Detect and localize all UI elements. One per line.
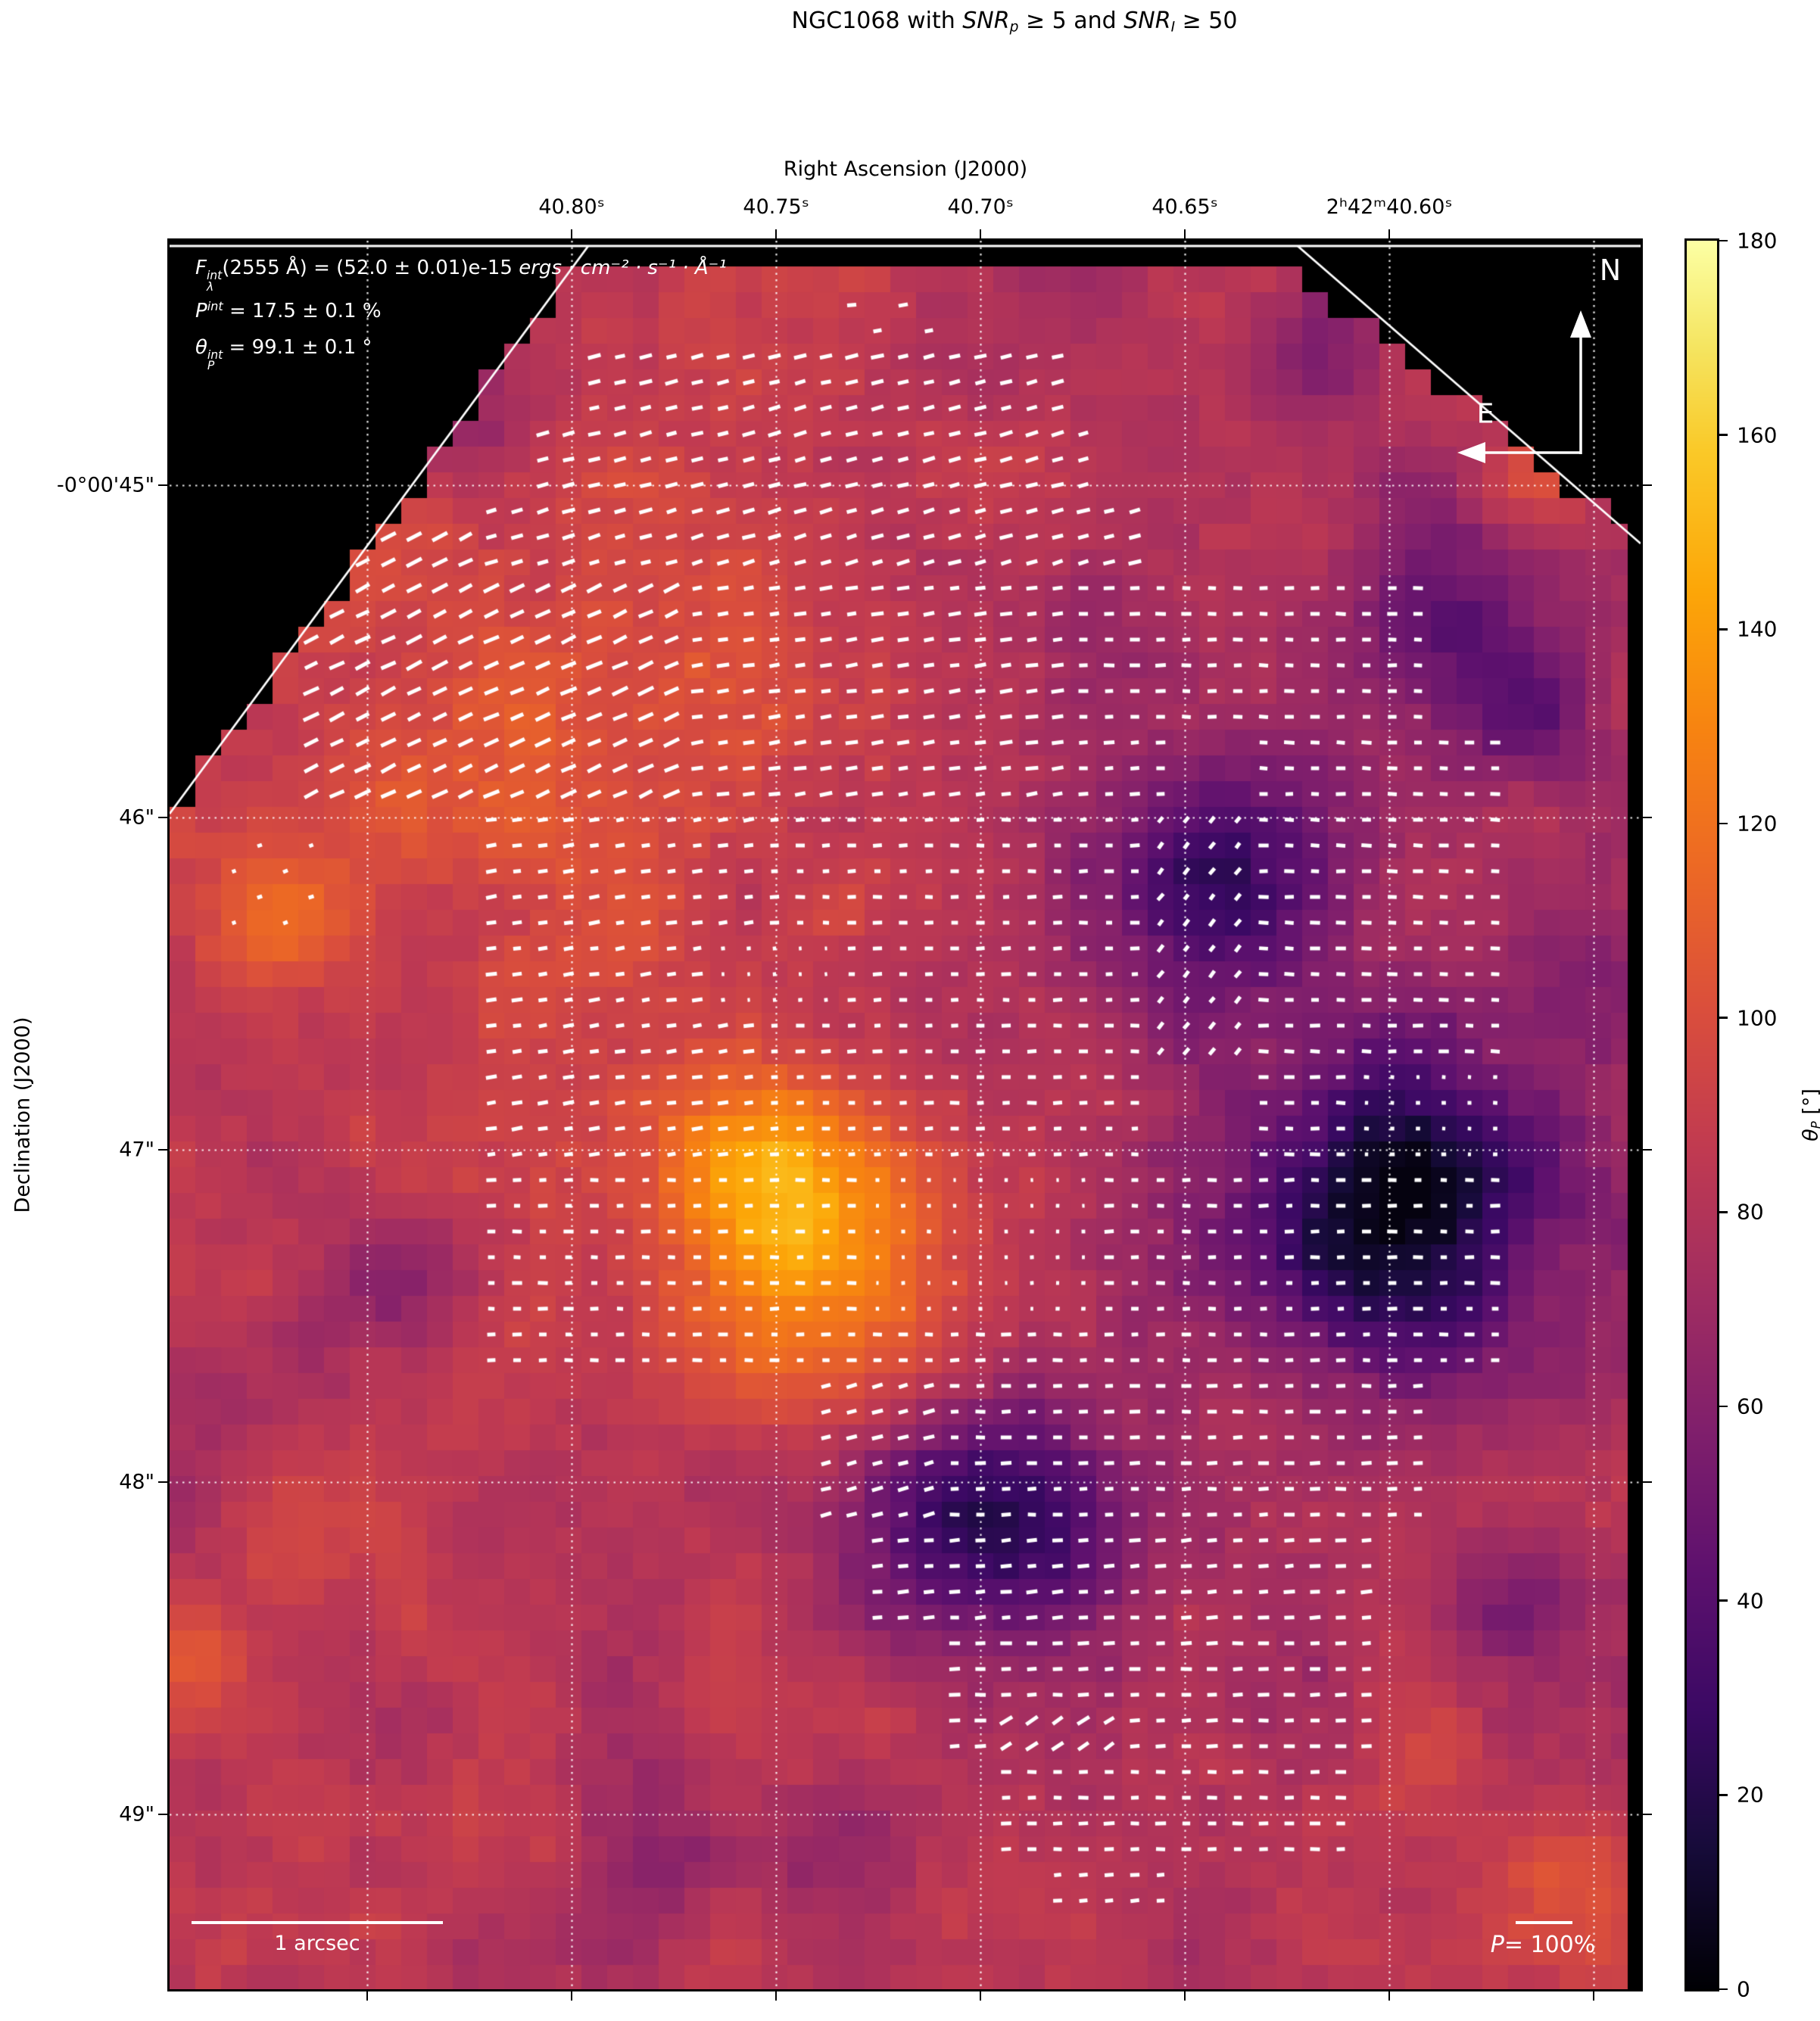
y-tick-right-4 (1641, 1813, 1652, 1816)
y-tick-3 (158, 1481, 170, 1484)
x-tick-4 (1388, 229, 1391, 241)
colorbar-tick-label-9: 180 (1737, 228, 1778, 254)
y-tick-4 (158, 1813, 170, 1816)
polarization-key-symbol: P (1490, 1932, 1504, 1958)
x-tick-label-0: 40.80ˢ (538, 195, 605, 219)
x-tick-label-4: 2ʰ42ᵐ40.60ˢ (1326, 195, 1453, 219)
title-text-2: ≥ 5 and (1018, 8, 1124, 34)
colorbar-tick-label-1: 20 (1737, 1782, 1764, 1808)
scalebar-label: 1 arcsec (274, 1932, 360, 1955)
colorbar-label-theta: θ (1800, 1129, 1820, 1141)
y-tick-right-0 (1641, 484, 1652, 487)
colorbar-tick-2 (1717, 1599, 1728, 1602)
y-tick-label-1: 46" (119, 805, 154, 830)
polarization-key-value: = 100% (1504, 1932, 1596, 1958)
colorbar-tick-3 (1717, 1405, 1728, 1408)
colorbar-tick-label-3: 60 (1737, 1394, 1764, 1419)
x-tick-0 (570, 229, 573, 241)
x-tick-bottom-2 (774, 1989, 778, 2001)
title-text: NGC1068 with (791, 8, 963, 34)
north-arrow-head (1570, 310, 1591, 338)
colorbar-tick-label-0: 0 (1737, 1976, 1750, 2002)
colorbar-tick-8 (1717, 434, 1728, 436)
colorbar-tick-6 (1717, 822, 1728, 825)
y-tick-label-4: 49" (119, 1802, 154, 1826)
y-tick-label-0: -0°00'45" (57, 473, 154, 497)
annotation-polarization-line: Pint = 17.5 ± 0.1 % (195, 293, 727, 329)
pol-value: = 17.5 ± 0.1 % (223, 299, 382, 322)
colorbar-tick-label-6: 120 (1737, 811, 1778, 836)
y-tick-2 (158, 1148, 170, 1151)
colorbar-tick-label-5: 100 (1737, 1005, 1778, 1031)
title-text-3: ≥ 50 (1175, 8, 1238, 34)
y-tick-label-3: 48" (119, 1470, 154, 1494)
x-tick-bottom-4 (1183, 1989, 1186, 2001)
y-tick-right-3 (1641, 1481, 1652, 1484)
colorbar-label-unit: [°] (1799, 1088, 1820, 1115)
y-tick-0 (158, 484, 170, 487)
title-snr-p: SNR (962, 8, 1010, 34)
colorbar-label: θP [°] (1800, 1088, 1820, 1141)
x-tick-label-3: 40.65ˢ (1152, 195, 1218, 219)
x-tick-2 (979, 229, 982, 241)
flux-units: ergs · cm⁻² · s⁻¹ · Å⁻¹ (519, 257, 727, 279)
angle-symbol: θ (195, 335, 207, 359)
x-tick-bottom-0 (366, 1989, 369, 2001)
colorbar-tick-label-8: 160 (1737, 422, 1778, 448)
colorbar-tick-label-2: 40 (1737, 1588, 1764, 1614)
compass-east-label: E (1476, 398, 1494, 430)
x-tick-bottom-1 (570, 1989, 573, 2001)
x-tick-bottom-3 (979, 1989, 982, 2001)
sky-map-heatmap (170, 241, 1641, 1989)
colorbar-tick-4 (1717, 1211, 1728, 1213)
y-axis-label: Declination (J2000) (11, 1017, 35, 1213)
x-tick-label-2: 40.70ˢ (947, 195, 1014, 219)
colorbar-tick-label-4: 80 (1737, 1199, 1764, 1225)
colorbar (1687, 241, 1717, 1989)
x-tick-3 (1183, 229, 1186, 241)
title-snr-i-sub: I (1170, 19, 1176, 36)
x-tick-bottom-6 (1592, 1989, 1595, 2001)
flux-value: (2555 Å) = (52.0 ± 0.01)e-15 (222, 257, 519, 279)
x-tick-label-1: 40.75ˢ (743, 195, 809, 219)
colorbar-tick-0 (1717, 1988, 1728, 1991)
angle-sub: P (207, 359, 215, 373)
compass-arrows (1457, 310, 1591, 463)
flux-sup: int (206, 269, 223, 283)
scalebar-line (192, 1921, 443, 1924)
polarization-key-line (1516, 1921, 1572, 1924)
angle-value: = 99.1 ± 0.1 ° (223, 335, 372, 359)
east-arrow-head (1457, 442, 1485, 463)
compass-north-label: N (1599, 254, 1622, 287)
pol-sup: int (207, 298, 223, 313)
flux-sub: λ (206, 279, 214, 294)
title-snr-i: SNR (1123, 8, 1171, 34)
y-tick-label-2: 47" (119, 1138, 154, 1162)
pol-symbol: P (195, 299, 207, 322)
x-tick-1 (774, 229, 778, 241)
polarization-key-label: P= 100% (1491, 1932, 1596, 1958)
colorbar-tick-1 (1717, 1794, 1728, 1796)
colorbar-label-sub: P (1809, 1121, 1820, 1129)
colorbar-tick-5 (1717, 1017, 1728, 1019)
title-snr-p-sub: p (1009, 19, 1019, 36)
flux-symbol: F (195, 257, 207, 279)
y-tick-1 (158, 816, 170, 819)
x-tick-bottom-5 (1388, 1989, 1391, 2001)
x-axis-label: Right Ascension (J2000) (783, 157, 1028, 181)
colorbar-tick-7 (1717, 628, 1728, 631)
angle-sup: int (207, 347, 223, 362)
y-tick-right-1 (1641, 816, 1652, 819)
colorbar-tick-label-7: 140 (1737, 616, 1778, 642)
page-title: NGC1068 with SNRp ≥ 5 and SNRI ≥ 50 (792, 8, 1238, 34)
colorbar-tick-9 (1717, 239, 1728, 242)
y-tick-right-2 (1641, 1148, 1652, 1151)
annotation-angle-line: θ int P = 99.1 ± 0.1 ° (195, 329, 727, 372)
